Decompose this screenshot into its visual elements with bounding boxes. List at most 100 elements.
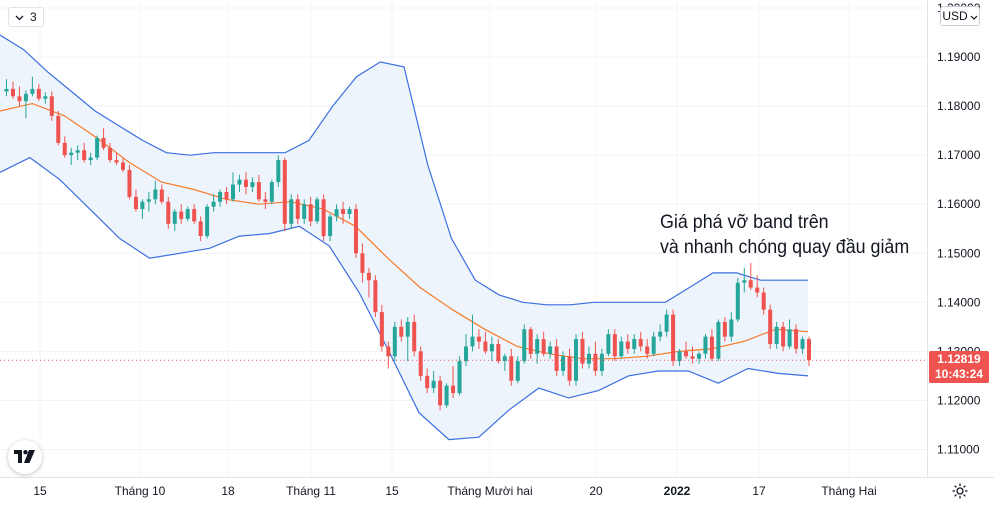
candle <box>392 321 397 362</box>
candle <box>360 243 365 283</box>
candle <box>496 339 501 364</box>
price-axis[interactable]: 1.200001.190001.180001.170001.160001.150… <box>937 1 981 456</box>
candle-body <box>308 204 313 222</box>
time-axis[interactable]: 15 Tháng 10 18 Tháng 11 15 Tháng Mười hai 20 20… <box>33 484 876 498</box>
candle-body <box>243 179 248 188</box>
candle-body <box>256 182 261 200</box>
candle-body <box>153 189 158 200</box>
candle <box>412 314 417 357</box>
y-tick-label: 1.17000 <box>937 148 981 162</box>
candle-body <box>800 339 805 349</box>
candle-body <box>476 336 481 342</box>
candle-body <box>392 326 397 357</box>
candle-body <box>198 221 203 237</box>
candle-body <box>671 314 676 362</box>
bar-countdown: 10:43:24 <box>934 367 984 381</box>
candle <box>632 334 637 354</box>
candle-body <box>386 346 391 357</box>
candle <box>366 267 371 298</box>
candle-body <box>638 339 643 347</box>
gear-icon[interactable] <box>951 482 969 500</box>
y-tick-label: 1.11000 <box>937 442 980 456</box>
candle-body <box>75 150 80 153</box>
candle-body <box>457 361 462 394</box>
candle-body <box>425 375 430 389</box>
x-tick-label: Tháng 11 <box>286 484 336 498</box>
candle-body <box>548 346 553 354</box>
candle <box>43 92 48 104</box>
candle <box>282 157 287 232</box>
currency-selector[interactable]: USD <box>940 6 980 26</box>
y-tick-label: 1.12000 <box>937 393 981 407</box>
candle <box>192 204 197 224</box>
candle <box>127 164 132 200</box>
candle <box>36 84 41 102</box>
candle-body <box>366 272 371 281</box>
candle <box>185 206 190 222</box>
candle-body <box>289 199 294 224</box>
x-tick-label: 18 <box>221 484 235 498</box>
candle-body <box>729 319 734 337</box>
candle <box>269 179 274 205</box>
candle <box>218 189 223 207</box>
candle <box>108 142 113 163</box>
candle-body <box>120 162 125 170</box>
candle-body <box>133 196 138 210</box>
candle <box>716 319 721 362</box>
candle <box>677 348 682 367</box>
candle-body <box>684 351 689 357</box>
y-tick-label: 1.15000 <box>937 246 981 260</box>
candle-body <box>483 341 488 352</box>
interval-selector[interactable]: 3 <box>8 7 44 27</box>
candle-body <box>250 182 255 188</box>
candle-body <box>761 292 766 310</box>
candle <box>379 304 384 352</box>
candle <box>709 329 714 362</box>
candle-body <box>341 209 346 215</box>
candle <box>101 128 106 151</box>
candle-body <box>159 189 164 202</box>
candle <box>263 191 268 210</box>
candle-body <box>211 201 216 207</box>
candle <box>153 180 158 205</box>
candle <box>651 331 656 357</box>
candle <box>353 204 358 259</box>
x-tick-label: 15 <box>385 484 399 498</box>
candle-body <box>95 137 100 158</box>
lower-band-line <box>0 156 809 441</box>
tradingview-logo[interactable] <box>8 440 42 474</box>
candle <box>386 341 391 369</box>
candle <box>580 331 585 369</box>
candle <box>405 317 410 362</box>
y-tick-label: 1.18000 <box>937 99 981 113</box>
candle-body <box>768 309 773 344</box>
candle <box>315 196 320 224</box>
candle-body <box>101 137 106 148</box>
candle <box>658 324 663 342</box>
candle-body <box>373 280 378 313</box>
candle-body <box>231 184 236 200</box>
candle-body <box>541 339 546 354</box>
candle-body <box>179 211 184 219</box>
candle <box>515 356 520 384</box>
candle-body <box>606 334 611 354</box>
candle-body <box>709 336 714 359</box>
candle <box>341 201 346 224</box>
last-price-tag: 1.12819 10:43:24 <box>929 351 989 383</box>
candle-body <box>535 339 540 354</box>
annotation-line-2: và nhanh chóng quay đầu giảm <box>660 237 910 258</box>
candle-body <box>651 336 656 354</box>
candle <box>418 346 423 381</box>
candle <box>231 172 236 202</box>
candle-body <box>30 88 35 94</box>
candle-body <box>399 326 404 337</box>
candle <box>483 331 488 354</box>
candle <box>787 319 792 349</box>
candle <box>606 329 611 357</box>
candle <box>755 275 760 298</box>
candle <box>179 204 184 224</box>
candle-body <box>412 321 417 352</box>
candle <box>528 326 533 359</box>
candle <box>567 348 572 386</box>
